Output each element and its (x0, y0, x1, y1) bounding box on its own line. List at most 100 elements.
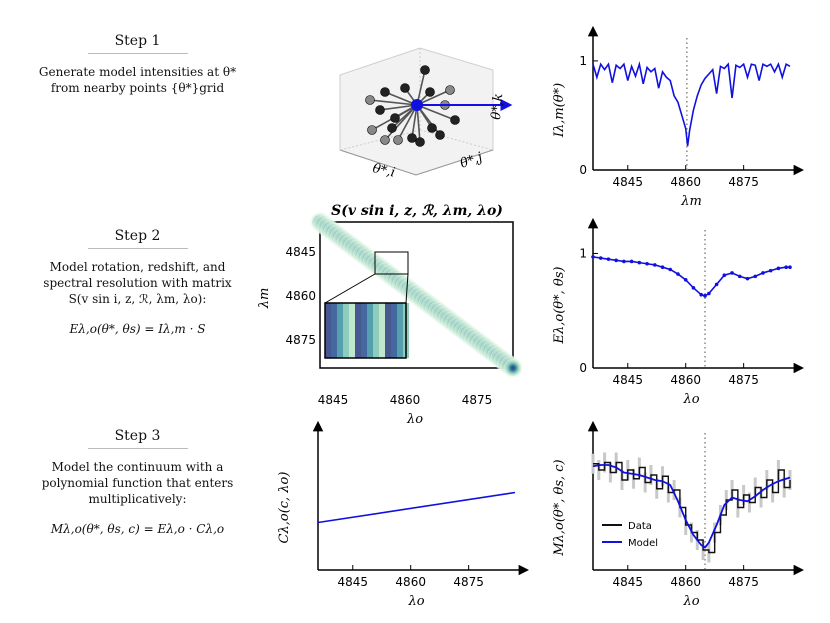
grid-link (379, 104, 418, 111)
step-1-line-1: Generate model intensities at θ* (38, 65, 237, 79)
x-tick-label: 4875 (453, 575, 484, 589)
theta-star-point (411, 99, 423, 111)
grid-point (445, 85, 455, 95)
step-3-equation: Mλ,o(θ*, θs, c) = Eλ,o · Cλ,o (50, 521, 225, 536)
grid-point (427, 123, 437, 133)
series-point (776, 266, 781, 271)
series-point (614, 258, 618, 263)
zoom-cell (385, 303, 391, 358)
x-tick-label: 4860 (670, 575, 701, 589)
x-axis-label: λo (682, 594, 699, 609)
series-line (317, 491, 516, 524)
y-axis-label: Cλ,o(c, λo) (277, 472, 292, 544)
grid-link (416, 89, 451, 106)
grid-point (450, 115, 460, 125)
x-tick-label: 4875 (728, 175, 759, 189)
series-model (592, 464, 791, 549)
cube-zlabel: θ*,k (489, 93, 506, 121)
x-tick-label: 4860 (670, 373, 701, 387)
step-2-line-1: Model rotation, redshift, and (49, 260, 226, 274)
cube-ylabel: θ*,j (458, 150, 484, 172)
x-axis-label: λo (407, 594, 424, 609)
matrix-xlabel: λo (406, 412, 423, 427)
grid-point (415, 137, 425, 147)
series-point (703, 294, 707, 298)
zoom-line (405, 273, 409, 304)
grid-point (400, 83, 410, 93)
series-point (637, 260, 642, 265)
chart-convolved: 4845 4860 4875 0 1 λo Eλ,o(θ*, θs) (552, 217, 805, 407)
series-point (768, 268, 773, 273)
zoom-line (324, 273, 376, 304)
step-3: Step 3 Model the continuum with a polyno… (30, 428, 245, 536)
step-1-title: Step 1 (114, 33, 161, 49)
y-axis-label: Iλ,m(θ*) (552, 83, 567, 138)
matrix-xtick: 4845 (318, 393, 349, 407)
y-tick-label: 0 (579, 163, 587, 177)
series-point (722, 273, 727, 278)
zoom-cell (331, 303, 337, 358)
series-line (592, 60, 791, 147)
y-tick-label: 0 (579, 361, 587, 375)
x-axis-label: λm (680, 194, 702, 209)
zoom-cell (355, 303, 361, 358)
step-1-rule (87, 53, 188, 54)
series-point (591, 255, 595, 259)
grid-point (375, 105, 385, 115)
grid-link (416, 104, 421, 143)
matrix-xtick: 4875 (462, 393, 493, 407)
zoom-cell (373, 303, 379, 358)
grid-point (425, 87, 435, 97)
matrix-xtick: 4860 (390, 393, 421, 407)
legend: Data Model (602, 521, 658, 549)
series-point (598, 256, 603, 260)
cube-xlabel: θ*,i (371, 161, 396, 180)
grid-link (397, 104, 418, 141)
series-line (592, 256, 790, 297)
series-point (691, 286, 696, 290)
zoom-cell (397, 303, 403, 358)
grid-point (367, 125, 377, 135)
series-point (753, 274, 758, 279)
step-2-line-3: S(v sin i, z, ℛ, λm, λo): (68, 292, 207, 307)
chart-model: 4845 4860 4875 λo Mλ,o(θ*, θs, c) Data Model (552, 420, 805, 609)
zoom-cell (349, 303, 355, 358)
grid-point (380, 135, 390, 145)
grid-point (390, 113, 400, 123)
series-point (622, 259, 626, 264)
y-axis-label: Eλ,o(θ*, θs) (552, 267, 567, 345)
grid-point (393, 135, 403, 145)
series-point (737, 274, 742, 279)
series-point (730, 271, 734, 275)
step-3-line-2: polynomial function that enters (41, 476, 234, 491)
x-tick-label: 4875 (728, 575, 759, 589)
series-point (660, 265, 665, 270)
x-tick-label: 4845 (337, 575, 368, 589)
step-2-equation: Eλ,o(θ*, θs) = Iλ,m · S (69, 321, 206, 336)
cube-edge (419, 129, 494, 151)
zoom-cell (379, 303, 385, 358)
matrix-ytick: 4860 (285, 289, 316, 303)
chart-intensity: 4845 4860 4875 0 1 λm Iλ,m(θ*) (552, 25, 805, 209)
grid-point (407, 133, 417, 143)
step-2: Step 2 Model rotation, redshift, and spe… (30, 228, 245, 336)
series-point (683, 278, 688, 282)
matrix-diagonal-band (310, 212, 523, 378)
series-point (707, 291, 711, 296)
zoom-box (374, 251, 409, 275)
x-tick-label: 4860 (670, 175, 701, 189)
x-tick-label: 4845 (612, 373, 643, 387)
series-point (761, 271, 765, 275)
series-point (714, 282, 719, 287)
grid-points (365, 65, 460, 147)
step-3-line-3: multiplicatively: (88, 492, 187, 507)
x-tick-label: 4860 (395, 575, 426, 589)
zoom-cell (367, 303, 373, 358)
matrix-ylabel: λm (257, 288, 272, 310)
grid-link (416, 104, 456, 121)
y-tick-label: 1 (579, 54, 587, 68)
step-3-line-1: Model the continuum with a (51, 460, 224, 474)
matrix-ytick: 4845 (285, 245, 316, 259)
series-point (784, 265, 788, 270)
